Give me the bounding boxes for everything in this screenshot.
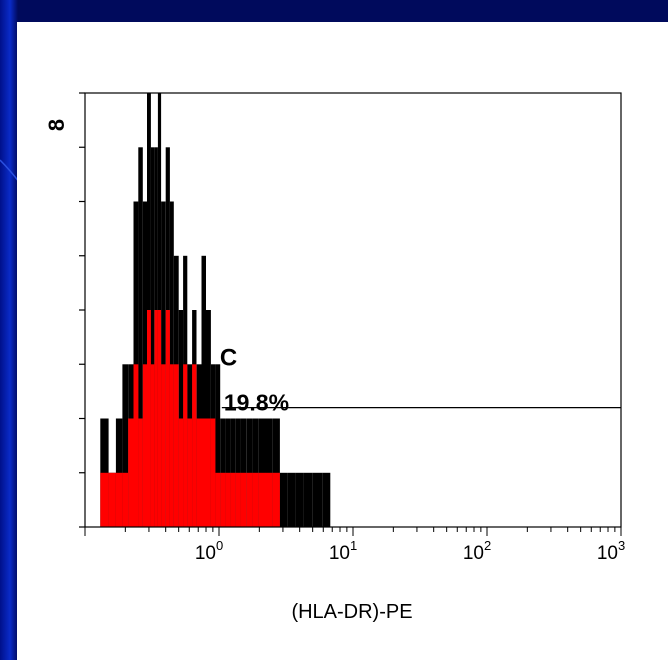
histogram-bar-red	[173, 364, 179, 528]
histogram-bar-black	[312, 472, 323, 528]
histogram-bar-black	[133, 201, 139, 527]
histogram-bar-red	[100, 472, 109, 528]
histogram-bar-black	[115, 418, 123, 527]
histogram-bar-red	[235, 472, 241, 528]
histogram-bar-black	[240, 418, 247, 527]
histogram-bar-red	[147, 310, 151, 527]
histogram-chart: 100 101 102 103 8 C 19.8% (HLA-DR)-PE	[44, 92, 625, 623]
x-tick-label: 103	[597, 538, 625, 564]
histogram-bar-red	[142, 364, 147, 528]
histogram-bar-black	[279, 472, 288, 528]
histogram-bar-red	[157, 310, 162, 527]
histogram-bar-red	[240, 472, 247, 528]
histogram-bar-black	[215, 364, 221, 528]
histogram-bar-red	[178, 418, 184, 527]
x-tick-label: 100	[195, 538, 223, 564]
histogram-bar-red	[196, 418, 202, 527]
histogram-bar-black	[122, 364, 129, 528]
histogram-bar-black	[201, 255, 206, 528]
gate-percent: 19.8%	[224, 390, 289, 416]
histogram-bar-red	[122, 472, 129, 528]
histogram-bar-red	[201, 418, 206, 527]
histogram-bar-black	[295, 472, 304, 528]
histogram-bar-black	[322, 472, 331, 528]
histogram-bar-red	[115, 472, 123, 528]
histogram-bar-red	[138, 418, 143, 527]
histogram-bar-red	[183, 364, 188, 528]
histogram-bar-red	[215, 472, 221, 528]
histogram-bar-red	[230, 472, 236, 528]
histogram-bar-red	[169, 364, 174, 528]
slide: 100 101 102 103 8 C 19.8% (HLA-DR)-PE	[17, 22, 668, 660]
histogram-bar-black	[220, 418, 226, 527]
histogram-bar-red	[225, 472, 231, 528]
histogram-bar-red	[210, 418, 216, 527]
y-axis	[79, 92, 85, 528]
histogram-bar-black	[303, 472, 313, 528]
histogram-bar-black	[142, 201, 147, 527]
x-tick-labels: 100 101 102 103	[195, 538, 625, 564]
histogram-bar-red	[258, 472, 266, 528]
histogram-bar-red	[246, 472, 253, 528]
histogram-bar-red	[265, 472, 273, 528]
histogram-bar-red	[161, 364, 166, 528]
histogram-bar-black	[246, 418, 253, 527]
histogram-bar-red	[192, 364, 197, 528]
x-tick-label: 101	[329, 538, 357, 564]
histogram-bar-red	[154, 310, 158, 527]
x-axis-title: (HLA-DR)-PE	[291, 601, 412, 623]
y-top-label: 8	[44, 119, 69, 131]
histogram-bar-black	[258, 418, 266, 527]
histogram-bar-black	[225, 418, 231, 527]
histogram-bar-red	[252, 472, 259, 528]
histogram-bar-red	[128, 418, 134, 527]
histogram-bar-black	[272, 418, 280, 527]
histogram-bar-red	[165, 310, 170, 527]
histogram-bar-black	[287, 472, 296, 528]
histogram-bar-red	[272, 472, 280, 528]
histogram-bar-black	[169, 201, 174, 527]
histogram-bar-red	[150, 364, 155, 528]
histogram-bar-black	[235, 418, 241, 527]
gate-label: C	[220, 345, 237, 372]
x-axis	[84, 527, 622, 536]
histogram-bar-red	[220, 472, 226, 528]
histogram-bar-red	[108, 472, 116, 528]
x-tick-label: 102	[463, 538, 491, 564]
histogram-bar-red	[133, 364, 139, 528]
plot-bars	[100, 93, 331, 528]
gate-marker: C 19.8%	[220, 345, 621, 416]
histogram-bar-black	[161, 201, 166, 527]
histogram-bar-red	[187, 418, 193, 527]
histogram-bar-black	[100, 418, 109, 527]
histogram-bar-black	[252, 418, 259, 527]
histogram-bar-red	[206, 418, 211, 527]
histogram-bar-black	[230, 418, 236, 527]
histogram-bar-black	[138, 147, 143, 528]
histogram-bar-black	[265, 418, 273, 527]
histogram-bar-black	[150, 147, 155, 528]
